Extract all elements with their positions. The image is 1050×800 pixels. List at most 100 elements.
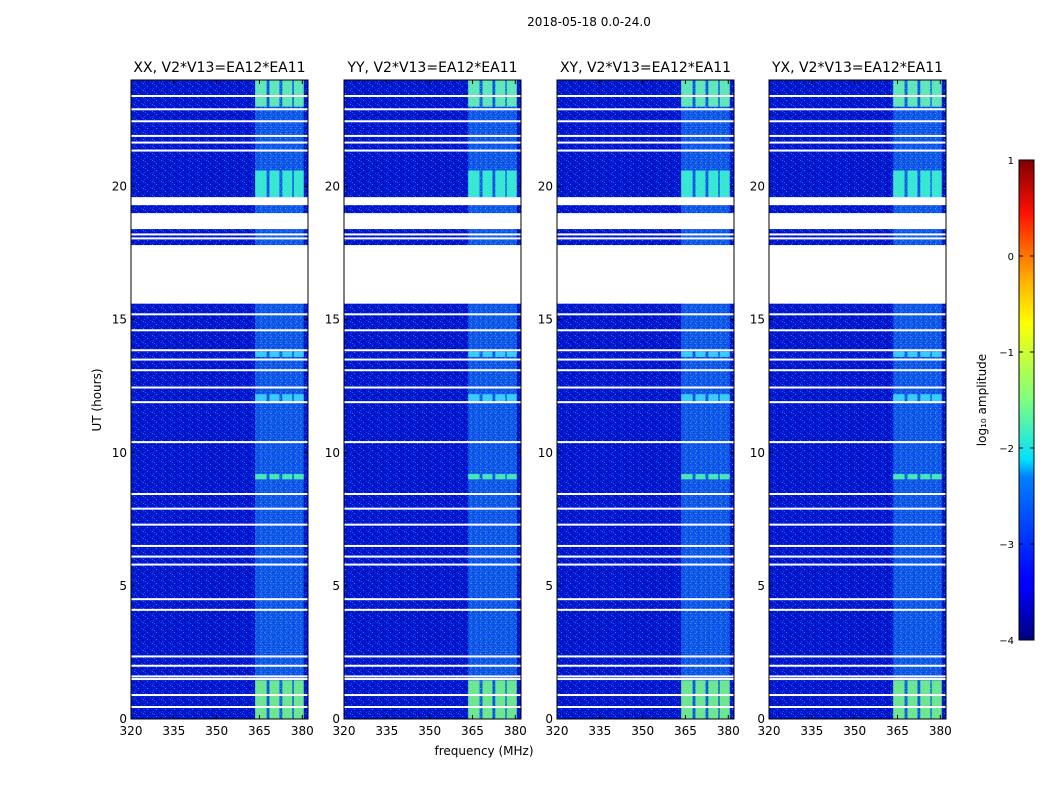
flagged-line: [557, 608, 734, 611]
rfi-burst: [893, 351, 905, 357]
rfi-burst: [495, 170, 506, 198]
y-tick-label: 0: [545, 712, 553, 726]
rfi-burst: [293, 680, 304, 719]
flagged-line: [344, 358, 521, 361]
y-tick-label: 15: [750, 313, 765, 327]
flagged-line: [131, 358, 308, 361]
rfi-burst: [907, 474, 918, 480]
rfi-burst: [495, 351, 506, 357]
panel-title-xx: XX, V2*V13=EA12*EA11: [133, 60, 305, 76]
flagged-line: [344, 694, 521, 697]
flagged-line: [131, 694, 308, 697]
rfi-burst: [695, 680, 706, 719]
flagged-line: [131, 134, 308, 137]
panel-yx: YX, V2*V13=EA12*EA11 320 335 350 365 380 0 5 10 1…: [750, 60, 952, 738]
flagged-line: [344, 349, 521, 352]
rfi-burst: [893, 394, 905, 403]
rfi-burst: [468, 474, 480, 480]
x-tick-label: 380: [929, 724, 952, 738]
flagged-line: [557, 555, 734, 558]
flagged-line: [769, 678, 946, 681]
x-tick-label: 350: [631, 724, 654, 738]
y-tick-label: 5: [119, 579, 127, 593]
data-gap: [344, 197, 521, 206]
rfi-burst: [255, 474, 267, 480]
rfi-burst: [893, 474, 905, 480]
flagged-line: [769, 523, 946, 526]
flagged-line: [131, 664, 308, 667]
y-tick-label: 15: [112, 313, 127, 327]
flagged-line: [769, 441, 946, 444]
flagged-line: [131, 608, 308, 611]
rfi-burst: [931, 170, 942, 198]
x-tick-label: 380: [504, 724, 527, 738]
data-gap: [344, 213, 521, 230]
rfi-burst: [920, 170, 931, 198]
flagged-line: [557, 441, 734, 444]
rfi-burst: [282, 80, 293, 107]
flagged-line: [131, 149, 308, 152]
x-tick-label: 335: [800, 724, 823, 738]
flagged-line: [344, 608, 521, 611]
flagged-line: [131, 108, 308, 111]
rfi-burst: [282, 394, 293, 403]
rfi-burst: [907, 680, 918, 719]
flagged-line: [344, 598, 521, 601]
flagged-line: [557, 94, 734, 97]
y-tick-label: 0: [757, 712, 765, 726]
x-tick-label: 380: [291, 724, 314, 738]
rfi-burst: [719, 474, 730, 480]
y-tick-label: 10: [112, 446, 127, 460]
colorbar-tick-label: −4: [999, 636, 1014, 647]
rfi-burst: [681, 170, 693, 198]
rfi-burst: [468, 80, 480, 107]
flagged-line: [131, 329, 308, 332]
axes-frame: [768, 79, 947, 720]
rfi-burst: [269, 680, 280, 719]
flagged-line: [344, 555, 521, 558]
rfi-burst: [495, 680, 506, 719]
panel-xy: XY, V2*V13=EA12*EA11 320 335 350 365 380 0 5 10 1…: [538, 60, 740, 738]
flagged-line: [769, 313, 946, 316]
rfi-burst: [269, 170, 280, 198]
flagged-line: [344, 233, 521, 236]
x-tick-label: 365: [886, 724, 909, 738]
flagged-line: [769, 120, 946, 123]
flagged-line: [769, 134, 946, 137]
flagged-line: [131, 544, 308, 547]
flagged-line: [344, 369, 521, 372]
flagged-line: [769, 608, 946, 611]
rfi-burst: [681, 680, 693, 719]
flagged-line: [769, 237, 946, 240]
y-tick-label: 20: [538, 180, 553, 194]
y-tick-label: 0: [119, 712, 127, 726]
rfi-burst: [293, 394, 304, 403]
flagged-line: [131, 233, 308, 236]
flagged-line: [344, 675, 521, 678]
flagged-line: [131, 655, 308, 658]
x-tick-label: 350: [418, 724, 441, 738]
flagged-line: [131, 401, 308, 404]
rfi-burst: [695, 351, 706, 357]
flagged-line: [769, 563, 946, 566]
rfi-burst: [719, 394, 730, 403]
colorbar-tick-label: 1: [1008, 156, 1014, 167]
panel-title-yy: YY, V2*V13=EA12*EA11: [346, 60, 517, 76]
rfi-burst: [681, 474, 693, 480]
flagged-line: [769, 141, 946, 144]
panel-title-yx: YX, V2*V13=EA12*EA11: [771, 60, 943, 76]
rfi-burst: [708, 170, 719, 198]
flagged-line: [769, 349, 946, 352]
y-tick-label: 15: [325, 313, 340, 327]
panel-yy: YY, V2*V13=EA12*EA11 320 335 350 365 380 0 5 10 1…: [325, 60, 527, 738]
rfi-burst: [931, 80, 942, 107]
flagged-line: [131, 141, 308, 144]
rfi-burst: [255, 394, 267, 403]
flagged-line: [769, 108, 946, 111]
rfi-burst: [255, 170, 267, 198]
rfi-burst: [708, 474, 719, 480]
flagged-line: [344, 134, 521, 137]
rfi-burst: [282, 170, 293, 198]
y-tick-label: 20: [112, 180, 127, 194]
flagged-line: [557, 655, 734, 658]
